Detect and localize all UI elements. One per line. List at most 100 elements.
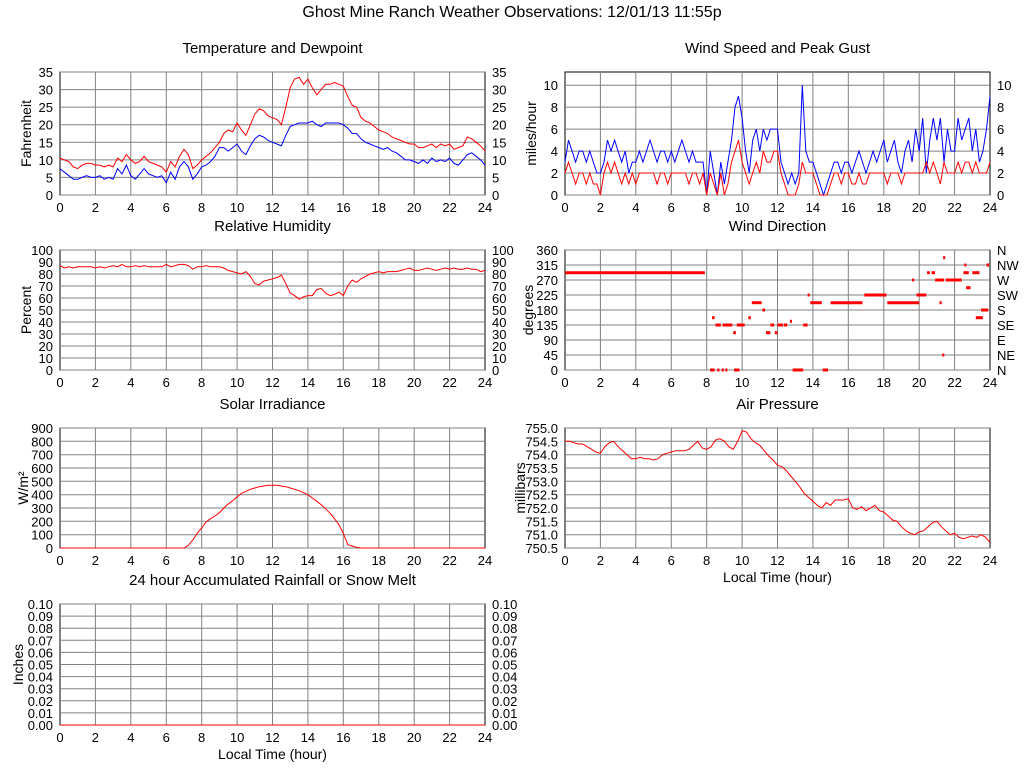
chart-wind-speed-ytick: 2	[551, 166, 558, 181]
chart-rainfall-ytick: 0.03	[28, 682, 53, 697]
chart-rainfall-xtick: 14	[301, 730, 315, 745]
chart-humidity-ytick: 100	[31, 243, 53, 258]
chart-temperature-ytick: 10	[39, 153, 53, 168]
chart-rainfall-xtick: 18	[372, 730, 386, 745]
chart-pressure-xtick: 18	[877, 553, 891, 568]
chart-wind-direction-ylabel: degrees	[520, 285, 536, 336]
chart-temperature-ytick: 0	[46, 188, 53, 203]
chart-pressure-xtick: 10	[735, 553, 749, 568]
chart-pressure-ytick: 754.5	[525, 434, 558, 449]
chart-wind-direction-ytick: 225	[536, 288, 558, 303]
chart-solar-xtick: 16	[336, 553, 350, 568]
chart-wind-speed-xtick: 0	[561, 200, 568, 215]
chart-wind-speed-ytick: 0	[551, 188, 558, 203]
chart-wind-speed-xtick: 20	[912, 200, 926, 215]
chart-wind-speed-ylabel: miles/hour	[523, 101, 539, 166]
chart-wind-direction-ytick-right: W	[997, 273, 1010, 288]
chart-rainfall-ytick: 0.06	[28, 645, 53, 660]
chart-rainfall-ytick-right: 0.02	[492, 694, 517, 709]
chart-temperature-ytick: 15	[39, 135, 53, 150]
chart-humidity-xtick: 14	[301, 375, 315, 390]
chart-wind-speed-ytick: 6	[551, 122, 558, 137]
chart-pressure-xtick: 20	[912, 553, 926, 568]
chart-humidity-ytick-right: 100	[492, 243, 514, 258]
chart-wind-speed-title: Wind Speed and Peak Gust	[685, 40, 871, 57]
chart-wind-direction-ytick-right: E	[997, 333, 1006, 348]
chart-rainfall-ytick: 0.01	[28, 706, 53, 721]
chart-wind-speed-ytick: 8	[551, 100, 558, 115]
chart-wind-direction-ytick: 90	[544, 333, 558, 348]
chart-pressure-ylabel: millibars	[512, 462, 528, 513]
chart-rainfall-xtick: 20	[407, 730, 421, 745]
chart-humidity-xtick: 2	[92, 375, 99, 390]
chart-wind-speed-xtick: 6	[668, 200, 675, 215]
chart-rainfall-title: 24 hour Accumulated Rainfall or Snow Mel…	[129, 572, 417, 589]
chart-rainfall-xtick: 6	[163, 730, 170, 745]
chart-wind-speed-ytick: 10	[544, 78, 558, 93]
chart-rainfall-ytick: 0.05	[28, 658, 53, 673]
chart-temperature-ytick-right: 30	[492, 83, 506, 98]
chart-humidity-ytick-right: 20	[492, 339, 506, 354]
chart-wind-direction-title: Wind Direction	[729, 218, 827, 235]
chart-humidity-ytick: 90	[39, 255, 53, 270]
chart-temperature-xtick: 22	[442, 200, 456, 215]
chart-pressure: Air Pressure750.5751.0751.5752.0752.5753…	[512, 396, 997, 585]
chart-pressure-ytick: 751.0	[525, 528, 558, 543]
chart-solar-ytick: 100	[31, 528, 53, 543]
chart-rainfall-xtick: 8	[198, 730, 205, 745]
chart-wind-speed-xtick: 14	[806, 200, 820, 215]
chart-rainfall-xtick: 4	[127, 730, 134, 745]
chart-temperature-ytick-right: 25	[492, 100, 506, 115]
chart-rainfall-ytick-right: 0.01	[492, 706, 517, 721]
chart-humidity-ytick-right: 70	[492, 279, 506, 294]
chart-temperature-xtick: 0	[56, 200, 63, 215]
chart-pressure-ytick: 754.0	[525, 448, 558, 463]
chart-wind-speed-ytick-right: 10	[997, 78, 1011, 93]
chart-solar-title: Solar Irradiance	[220, 396, 326, 413]
chart-pressure-ytick: 750.5	[525, 541, 558, 556]
chart-humidity-ytick: 10	[39, 351, 53, 366]
chart-rainfall-xtick: 24	[478, 730, 492, 745]
chart-wind-direction-ytick-right: SE	[997, 318, 1015, 333]
chart-solar-ytick: 0	[46, 541, 53, 556]
chart-humidity-ytick: 80	[39, 267, 53, 282]
chart-solar-xtick: 4	[127, 553, 134, 568]
chart-rainfall-xtick: 16	[336, 730, 350, 745]
chart-solar-ytick: 400	[31, 488, 53, 503]
chart-pressure-title: Air Pressure	[736, 396, 819, 413]
chart-temperature-xtick: 24	[478, 200, 492, 215]
chart-solar-xtick: 6	[163, 553, 170, 568]
chart-wind-speed-xtick: 18	[877, 200, 891, 215]
chart-temperature-ytick: 35	[39, 65, 53, 80]
chart-wind-speed-ytick-right: 8	[997, 100, 1004, 115]
chart-solar-xtick: 0	[56, 553, 63, 568]
chart-rainfall-ytick-right: 0.07	[492, 633, 517, 648]
chart-temperature-ytick-right: 35	[492, 65, 506, 80]
chart-wind-speed-xtick: 24	[983, 200, 997, 215]
chart-solar-xtick: 12	[265, 553, 279, 568]
chart-wind-direction-ytick-right: N	[997, 243, 1006, 258]
chart-rainfall-ytick-right: 0.03	[492, 682, 517, 697]
chart-rainfall-xtick: 22	[442, 730, 456, 745]
chart-wind-direction-ytick: 0	[551, 363, 558, 378]
chart-wind-speed-ytick: 4	[551, 144, 558, 159]
chart-humidity-ytick-right: 90	[492, 255, 506, 270]
chart-solar-ytick: 200	[31, 514, 53, 529]
chart-solar-ytick: 300	[31, 501, 53, 516]
chart-temperature-ytick: 30	[39, 83, 53, 98]
chart-rainfall-xtick: 12	[265, 730, 279, 745]
chart-wind-direction-xtick: 6	[668, 375, 675, 390]
chart-rainfall-ytick-right: 0.09	[492, 609, 517, 624]
wind-speed-line	[564, 139, 991, 196]
page-title: Ghost Mine Ranch Weather Observations: 1…	[302, 4, 722, 21]
chart-temperature-ytick: 5	[46, 170, 53, 185]
chart-temperature-ytick-right: 10	[492, 153, 506, 168]
chart-pressure-xtick: 0	[561, 553, 568, 568]
chart-rainfall-xtick: 0	[56, 730, 63, 745]
chart-rainfall-ytick-right: 0.05	[492, 658, 517, 673]
chart-wind-direction-ytick: 360	[536, 243, 558, 258]
chart-pressure-xtick: 16	[841, 553, 855, 568]
chart-wind-speed-ytick-right: 0	[997, 188, 1004, 203]
